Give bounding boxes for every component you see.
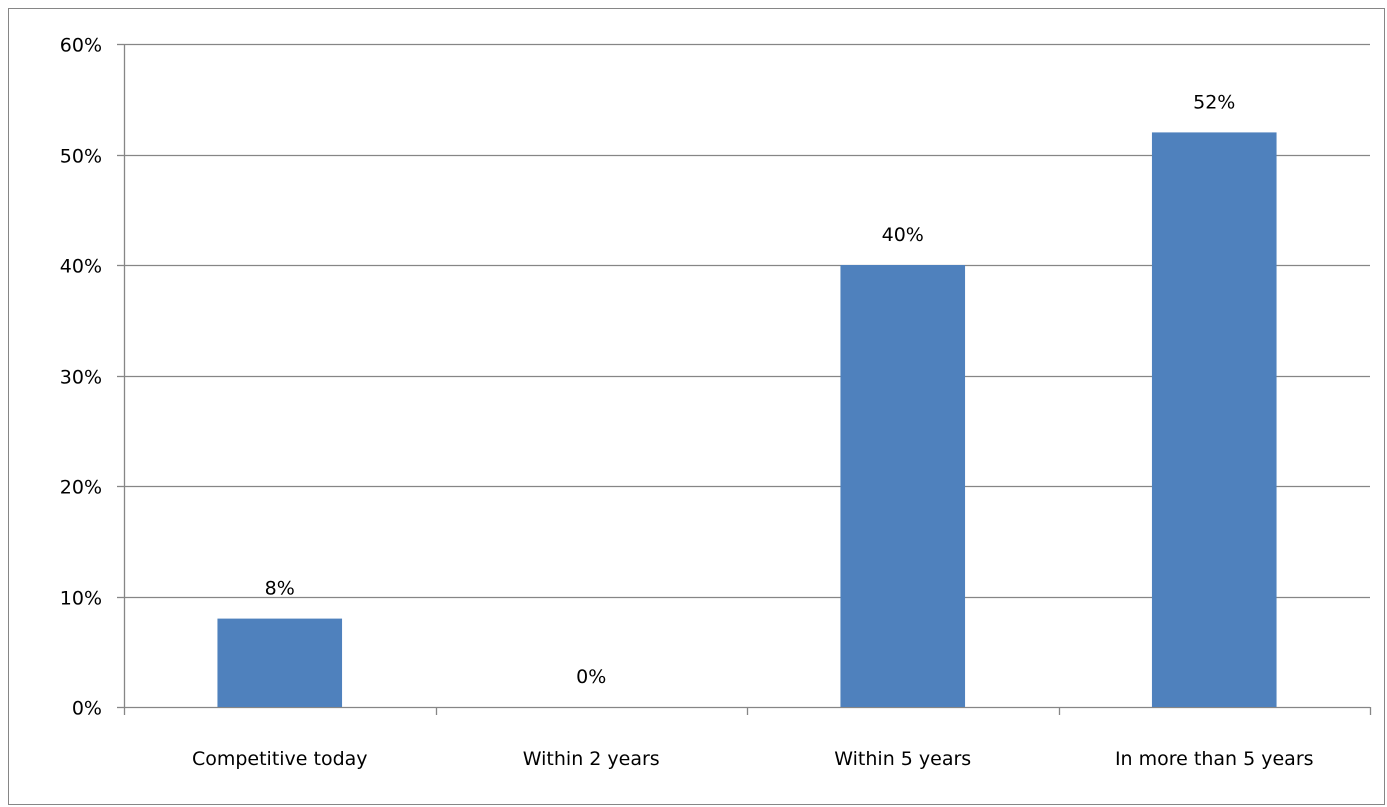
axes [117, 43, 1372, 715]
y-tick-label: 0% [72, 698, 102, 720]
labels: 0% 10% 20% 30% 40% 50% 60% 8% Competitive today 0… [60, 35, 1314, 771]
data-label: 40% [882, 224, 924, 246]
bar [217, 618, 343, 707]
bar [1151, 132, 1277, 707]
bars [217, 132, 1277, 707]
x-category-label: Competitive today [192, 748, 368, 770]
y-tick-label: 10% [60, 588, 102, 610]
x-category-label: Within 5 years [834, 748, 971, 770]
data-label: 0% [576, 666, 606, 688]
y-tick-label: 30% [60, 367, 102, 389]
y-tick-label: 60% [60, 35, 102, 57]
x-category-label: In more than 5 years [1115, 748, 1314, 770]
y-tick-label: 50% [60, 146, 102, 168]
data-label: 8% [265, 578, 295, 600]
data-label: 52% [1193, 91, 1235, 113]
bar [840, 265, 966, 707]
x-category-label: Within 2 years [523, 748, 660, 770]
y-tick-label: 20% [60, 477, 102, 499]
y-tick-label: 40% [60, 256, 102, 278]
